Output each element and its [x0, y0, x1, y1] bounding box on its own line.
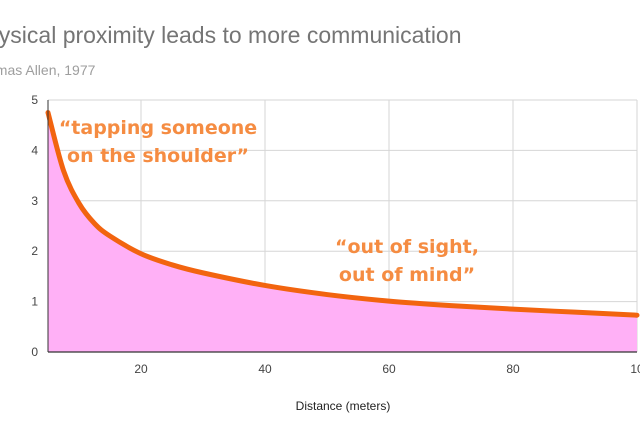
- y-tick-label: 1: [31, 295, 38, 309]
- area-fill: [48, 112, 637, 352]
- annotation-text: out of mind”: [339, 264, 475, 286]
- y-tick-label: 5: [31, 93, 38, 107]
- y-tick-label: 4: [31, 143, 38, 157]
- y-tick-label: 0: [31, 345, 38, 359]
- x-tick-label: 10: [630, 362, 640, 376]
- tick-labels: 0 1 2 3 4 5 20 40 60 80 10: [31, 93, 640, 376]
- annotation-text: “out of sight,: [335, 236, 479, 258]
- chart-title: hysical proximity leads to more communic…: [0, 22, 462, 48]
- x-tick-label: 80: [506, 362, 520, 376]
- x-tick-label: 60: [382, 362, 396, 376]
- chart-subtitle: omas Allen, 1977: [0, 62, 96, 78]
- x-tick-label: 40: [258, 362, 272, 376]
- annotation-text: on the shoulder”: [67, 145, 249, 167]
- annotation-text: “tapping someone: [59, 117, 257, 139]
- annotations: “tapping someone on the shoulder” “out of …: [59, 117, 479, 286]
- x-tick-label: 20: [134, 362, 148, 376]
- y-tick-label: 2: [31, 244, 38, 258]
- axes: [47, 100, 637, 353]
- y-tick-label: 3: [31, 194, 38, 208]
- x-axis-label: Distance (meters): [296, 399, 391, 413]
- series-line: [45, 110, 640, 318]
